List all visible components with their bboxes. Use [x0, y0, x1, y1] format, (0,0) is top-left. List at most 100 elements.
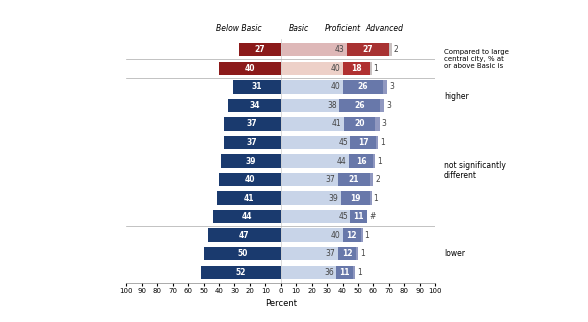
- Bar: [338, 247, 356, 260]
- Text: 1: 1: [374, 194, 379, 203]
- Bar: [280, 210, 350, 223]
- Text: 1: 1: [377, 156, 382, 166]
- Bar: [383, 80, 387, 93]
- Text: 31: 31: [252, 82, 262, 91]
- Text: Compared to large
central city, % at
or above Basic is: Compared to large central city, % at or …: [444, 49, 509, 69]
- Text: 40: 40: [245, 175, 255, 184]
- Text: Below Basic: Below Basic: [216, 24, 262, 33]
- Text: 36: 36: [324, 268, 334, 277]
- Bar: [350, 136, 376, 149]
- Text: 39: 39: [329, 194, 339, 203]
- Text: 20: 20: [354, 119, 365, 128]
- Bar: [342, 62, 370, 75]
- Text: 40: 40: [330, 231, 340, 240]
- Text: 40: 40: [330, 82, 340, 91]
- Text: 27: 27: [255, 45, 265, 54]
- Text: 40: 40: [245, 64, 255, 73]
- Bar: [280, 173, 338, 186]
- Text: 50: 50: [237, 249, 248, 258]
- Bar: [280, 229, 342, 242]
- Bar: [280, 266, 336, 279]
- Text: 18: 18: [351, 64, 362, 73]
- Text: 2: 2: [375, 175, 380, 184]
- Bar: [353, 266, 355, 279]
- Text: 1: 1: [357, 268, 362, 277]
- Text: 16: 16: [356, 156, 366, 166]
- Text: 41: 41: [332, 119, 342, 128]
- Text: 3: 3: [386, 101, 391, 110]
- Text: 1: 1: [380, 138, 385, 147]
- Text: 44: 44: [336, 156, 346, 166]
- Bar: [341, 191, 370, 205]
- Text: not significantly
different: not significantly different: [444, 161, 506, 180]
- Text: 40: 40: [330, 64, 340, 73]
- Text: 2: 2: [394, 45, 399, 54]
- Text: 37: 37: [326, 249, 336, 258]
- Bar: [223, 136, 280, 149]
- Bar: [219, 62, 280, 75]
- Bar: [361, 229, 363, 242]
- Bar: [338, 173, 370, 186]
- Bar: [208, 229, 280, 242]
- Bar: [280, 43, 347, 56]
- Text: Advanced: Advanced: [365, 24, 403, 33]
- Text: 52: 52: [235, 268, 246, 277]
- Bar: [280, 62, 342, 75]
- Bar: [223, 117, 280, 131]
- Bar: [280, 247, 338, 260]
- Text: 39: 39: [245, 156, 256, 166]
- Bar: [376, 136, 378, 149]
- Text: higher: higher: [444, 92, 469, 100]
- Text: Basic: Basic: [289, 24, 309, 33]
- Text: 43: 43: [335, 45, 345, 54]
- Bar: [220, 154, 280, 168]
- Text: 3: 3: [382, 119, 386, 128]
- Text: 47: 47: [239, 231, 250, 240]
- Text: 27: 27: [363, 45, 373, 54]
- Bar: [219, 173, 280, 186]
- Bar: [280, 191, 341, 205]
- Bar: [347, 43, 389, 56]
- Text: #: #: [369, 212, 375, 221]
- Text: 21: 21: [349, 175, 359, 184]
- Bar: [280, 136, 350, 149]
- Text: 12: 12: [342, 249, 352, 258]
- Text: 38: 38: [328, 101, 337, 110]
- Bar: [373, 154, 375, 168]
- Bar: [370, 173, 373, 186]
- Bar: [349, 154, 373, 168]
- Text: 1: 1: [374, 64, 379, 73]
- Text: 1: 1: [365, 231, 369, 240]
- Bar: [389, 43, 392, 56]
- Bar: [228, 99, 280, 112]
- Text: 1: 1: [360, 249, 365, 258]
- Text: 12: 12: [346, 231, 357, 240]
- Bar: [380, 99, 384, 112]
- Bar: [375, 117, 380, 131]
- Text: 26: 26: [354, 101, 365, 110]
- Bar: [280, 99, 339, 112]
- Bar: [370, 191, 372, 205]
- Bar: [218, 191, 280, 205]
- Bar: [339, 99, 380, 112]
- Text: lower: lower: [444, 249, 465, 258]
- Text: 11: 11: [353, 212, 364, 221]
- Text: 3: 3: [389, 82, 394, 91]
- Text: 37: 37: [247, 138, 258, 147]
- Bar: [342, 229, 361, 242]
- Bar: [370, 62, 372, 75]
- Text: 34: 34: [249, 101, 260, 110]
- Text: 37: 37: [326, 175, 336, 184]
- Text: 44: 44: [242, 212, 252, 221]
- Text: 19: 19: [350, 194, 361, 203]
- Bar: [336, 266, 353, 279]
- Text: 45: 45: [338, 138, 348, 147]
- Bar: [239, 43, 280, 56]
- Bar: [342, 80, 383, 93]
- Bar: [280, 117, 344, 131]
- Bar: [344, 117, 375, 131]
- Bar: [233, 80, 280, 93]
- Text: 41: 41: [244, 194, 255, 203]
- Text: 37: 37: [247, 119, 258, 128]
- Text: 11: 11: [340, 268, 350, 277]
